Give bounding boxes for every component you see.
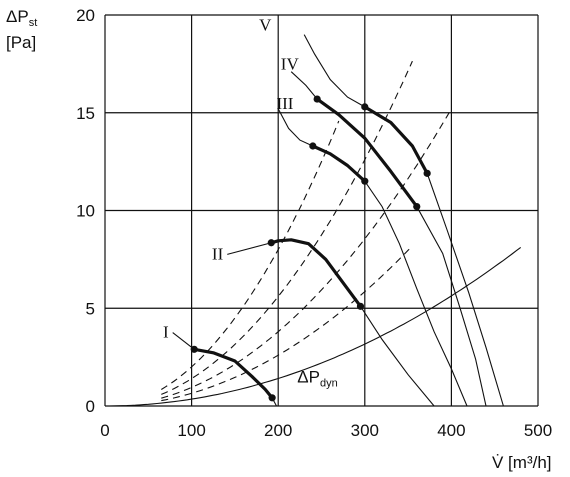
system-curve bbox=[161, 60, 413, 395]
dynamic-pressure-label: ΔPdyn bbox=[297, 368, 337, 390]
y-tick-label: 0 bbox=[86, 397, 95, 416]
operating-point-marker bbox=[313, 95, 321, 103]
x-axis-label: V̇ [m³/h] bbox=[492, 453, 552, 472]
y-axis-label: ΔPst [Pa] bbox=[6, 7, 37, 52]
y-axis-label-subscript: st bbox=[29, 17, 38, 29]
fan-curve-III: III bbox=[276, 94, 468, 407]
operating-point-marker bbox=[423, 169, 431, 177]
fan-curve-leader bbox=[227, 242, 272, 255]
system-curve bbox=[161, 120, 340, 390]
dynamic-pressure-curve-group bbox=[105, 246, 522, 407]
fan-curve-label: IV bbox=[281, 55, 300, 74]
dynamic-pressure-curve bbox=[105, 246, 522, 407]
fan-curve-IV: IV bbox=[281, 55, 487, 407]
y-tick-label: 10 bbox=[76, 202, 95, 221]
fan-curve-operating-range bbox=[311, 144, 367, 183]
dynamic-pressure-label-subscript: dyn bbox=[320, 378, 338, 390]
fan-curve-V: V bbox=[259, 16, 504, 407]
grid bbox=[104, 14, 539, 407]
tick-labels: 0 100 200 300 400 500 0 5 10 15 20 bbox=[76, 6, 552, 440]
y-tick-label: 20 bbox=[76, 6, 95, 25]
fan-curve-label: III bbox=[276, 94, 293, 113]
fan-curve-leader bbox=[172, 332, 195, 350]
fan-curve-operating-range bbox=[315, 97, 419, 209]
x-tick-label: 500 bbox=[524, 421, 552, 440]
dynamic-pressure-label-symbol: ΔP bbox=[297, 368, 320, 387]
fan-curve-operating-range bbox=[269, 238, 363, 308]
x-tick-label: 300 bbox=[351, 421, 379, 440]
system-curve bbox=[161, 245, 413, 402]
x-tick-label: 400 bbox=[437, 421, 465, 440]
x-tick-label: 200 bbox=[264, 421, 292, 440]
y-axis-unit: [Pa] bbox=[6, 33, 36, 52]
fan-curve-line bbox=[271, 239, 435, 407]
operating-point-marker bbox=[361, 103, 369, 111]
operating-point-marker bbox=[356, 302, 365, 310]
fan-curve-operating-range bbox=[192, 347, 274, 400]
svg-text:ΔPdyn: ΔPdyn bbox=[297, 368, 337, 390]
fan-curve-II: II bbox=[212, 238, 435, 407]
x-tick-label: 0 bbox=[100, 421, 109, 440]
fan-curve-line bbox=[277, 108, 468, 407]
fan-curve-label: II bbox=[212, 244, 224, 263]
y-tick-label: 5 bbox=[86, 299, 95, 318]
fan-curve-line bbox=[303, 34, 504, 407]
y-axis-label-symbol: ΔP bbox=[6, 7, 29, 26]
fan-curve-I: I bbox=[163, 323, 277, 407]
operating-point-marker bbox=[268, 394, 276, 402]
fan-curve-operating-range bbox=[363, 105, 429, 175]
operating-point-marker bbox=[413, 202, 421, 211]
fan-curve-label: I bbox=[163, 323, 169, 342]
operating-point-marker bbox=[361, 177, 369, 185]
system-curve bbox=[161, 108, 452, 399]
x-tick-label: 100 bbox=[177, 421, 205, 440]
fan-curve-label: V bbox=[259, 16, 272, 35]
y-tick-label: 15 bbox=[76, 104, 95, 123]
operating-point-marker bbox=[309, 142, 317, 150]
svg-text:ΔPst: ΔPst bbox=[6, 7, 37, 29]
